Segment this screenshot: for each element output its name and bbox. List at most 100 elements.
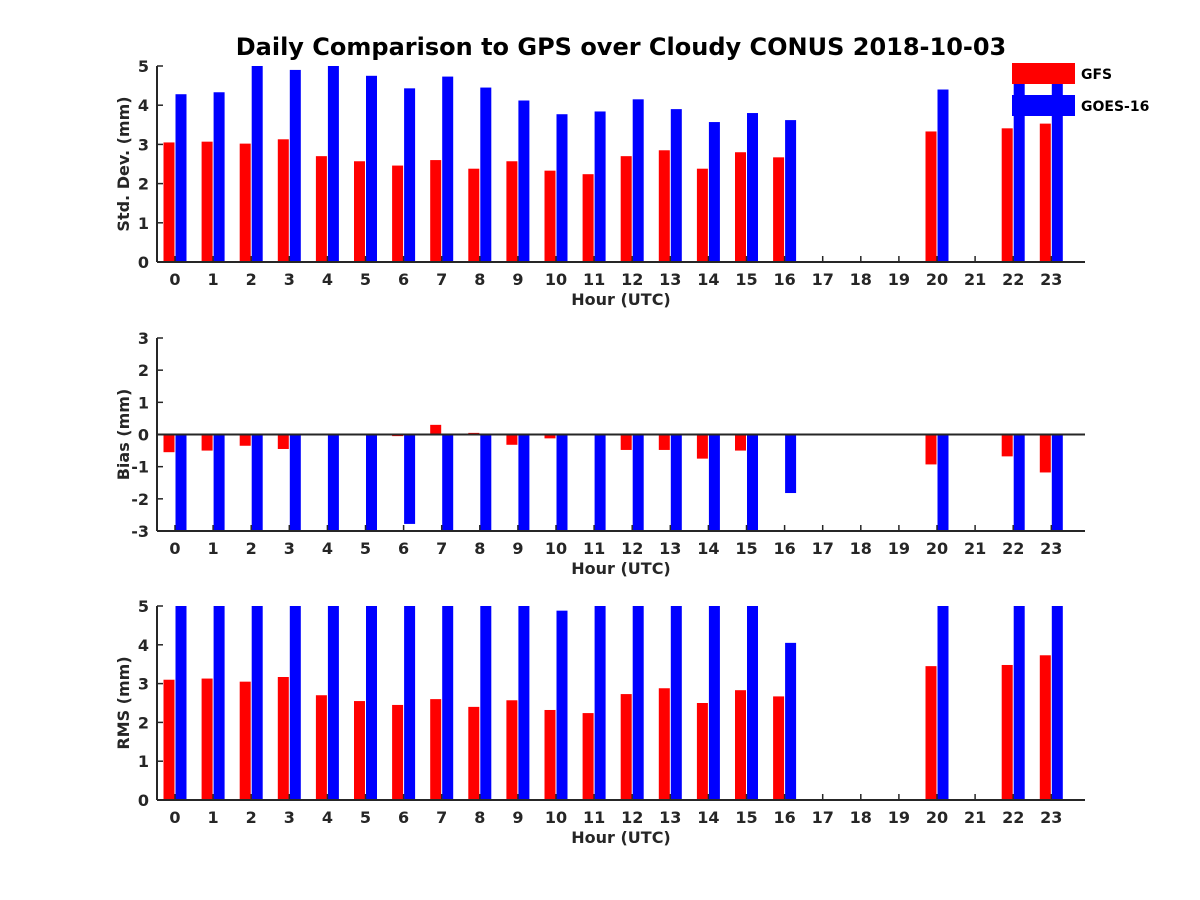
x-tick-label: 5 (360, 539, 371, 558)
bar-gfs-hour-12 (620, 156, 632, 262)
x-tick-label: 0 (169, 270, 180, 289)
bar-goes-16-hour-0 (175, 94, 187, 262)
bar-goes-16-hour-7 (442, 76, 454, 262)
x-tick-label: 22 (1002, 270, 1024, 289)
bar-goes-16-hour-13 (670, 434, 682, 531)
x-tick-label: 7 (436, 808, 447, 827)
y-tick-label: -2 (131, 490, 149, 509)
x-tick-label: 8 (474, 270, 485, 289)
x-tick-label: 10 (545, 539, 567, 558)
bar-goes-16-hour-14 (708, 122, 720, 262)
bar-gfs-hour-14 (696, 434, 708, 459)
bar-gfs-hour-15 (735, 434, 746, 451)
bar-goes-16-hour-9 (518, 100, 530, 262)
bar-gfs-hour-7 (430, 699, 442, 800)
x-tick-label: 19 (888, 539, 910, 558)
x-tick-label: 14 (697, 539, 719, 558)
bar-goes-16-hour-20 (937, 434, 949, 531)
legend-label-goes-16: GOES-16 (1081, 99, 1149, 115)
bar-goes-16-hour-20 (937, 89, 949, 263)
bar-gfs-hour-20 (925, 131, 937, 262)
x-tick-label: 15 (735, 539, 757, 558)
bar-gfs-hour-11 (582, 174, 594, 262)
x-tick-label: 9 (512, 270, 523, 289)
x-tick-label: 22 (1002, 808, 1024, 827)
bar-goes-16-hour-3 (289, 434, 301, 531)
x-tick-label: 2 (246, 270, 257, 289)
bar-gfs-hour-23 (1039, 434, 1051, 473)
y-axis-label: Std. Dev. (mm) (114, 96, 133, 231)
bar-goes-16-hour-9 (518, 606, 530, 800)
bar-goes-16-hour-11 (594, 434, 606, 531)
bar-gfs-hour-20 (925, 666, 937, 800)
x-tick-label: 13 (659, 270, 681, 289)
x-tick-label: 4 (322, 270, 333, 289)
x-tick-label: 6 (398, 270, 409, 289)
x-tick-label: 8 (474, 539, 485, 558)
x-tick-label: 9 (512, 539, 523, 558)
bar-gfs-hour-1 (201, 141, 213, 262)
bar-gfs-hour-1 (201, 434, 213, 451)
bar-gfs-hour-12 (620, 434, 632, 450)
bar-goes-16-hour-12 (632, 99, 644, 262)
bar-goes-16-hour-14 (708, 434, 720, 531)
bar-gfs-hour-10 (544, 709, 556, 800)
bar-gfs-hour-23 (1039, 655, 1051, 800)
x-tick-label: 2 (246, 539, 257, 558)
x-tick-label: 21 (964, 270, 986, 289)
bar-gfs-hour-15 (735, 152, 746, 262)
bar-goes-16-hour-4 (327, 606, 339, 800)
bar-gfs-hour-7 (430, 160, 442, 262)
x-tick-label: 22 (1002, 539, 1024, 558)
legend-label-gfs: GFS (1081, 67, 1112, 83)
bar-gfs-hour-3 (277, 434, 289, 449)
bar-gfs-hour-22 (1001, 128, 1013, 262)
bar-goes-16-hour-6 (404, 606, 416, 800)
x-tick-label: 0 (169, 808, 180, 827)
bar-goes-16-hour-1 (213, 92, 225, 262)
bar-gfs-hour-11 (582, 713, 594, 800)
x-tick-label: 11 (583, 270, 605, 289)
bar-goes-16-hour-16 (785, 120, 797, 262)
x-tick-label: 23 (1040, 270, 1062, 289)
x-tick-label: 12 (621, 539, 643, 558)
y-tick-label: 2 (138, 175, 149, 194)
x-tick-label: 20 (926, 808, 948, 827)
y-tick-label: -1 (131, 458, 149, 477)
x-tick-label: 18 (850, 808, 872, 827)
x-tick-label: 7 (436, 539, 447, 558)
y-tick-label: 4 (138, 96, 149, 115)
legend-swatch-gfs (1012, 63, 1075, 84)
bar-goes-16-hour-2 (251, 606, 263, 800)
x-tick-label: 3 (284, 808, 295, 827)
bar-goes-16-hour-0 (175, 606, 187, 800)
bar-gfs-hour-13 (658, 434, 670, 450)
bar-gfs-hour-10 (544, 170, 556, 262)
bar-gfs-hour-4 (315, 695, 327, 800)
x-tick-label: 18 (850, 539, 872, 558)
bar-gfs-hour-2 (239, 143, 251, 262)
y-tick-label: 1 (138, 393, 149, 412)
bar-gfs-hour-22 (1001, 664, 1013, 800)
bar-gfs-hour-16 (773, 696, 785, 800)
bar-gfs-hour-22 (1001, 434, 1013, 457)
x-tick-label: 13 (659, 808, 681, 827)
bar-goes-16-hour-15 (747, 434, 758, 531)
x-axis-label: Hour (UTC) (571, 828, 671, 847)
x-tick-label: 19 (888, 270, 910, 289)
x-tick-label: 3 (284, 270, 295, 289)
bar-gfs-hour-9 (506, 434, 518, 445)
bar-goes-16-hour-12 (632, 606, 644, 800)
x-tick-label: 14 (697, 270, 719, 289)
x-tick-label: 5 (360, 808, 371, 827)
bar-goes-16-hour-3 (289, 69, 301, 262)
x-tick-label: 18 (850, 270, 872, 289)
bar-goes-16-hour-13 (670, 606, 682, 800)
bar-gfs-hour-23 (1039, 123, 1051, 263)
bar-gfs-hour-7 (430, 424, 442, 435)
x-tick-label: 6 (398, 539, 409, 558)
bar-gfs-hour-13 (658, 688, 670, 800)
